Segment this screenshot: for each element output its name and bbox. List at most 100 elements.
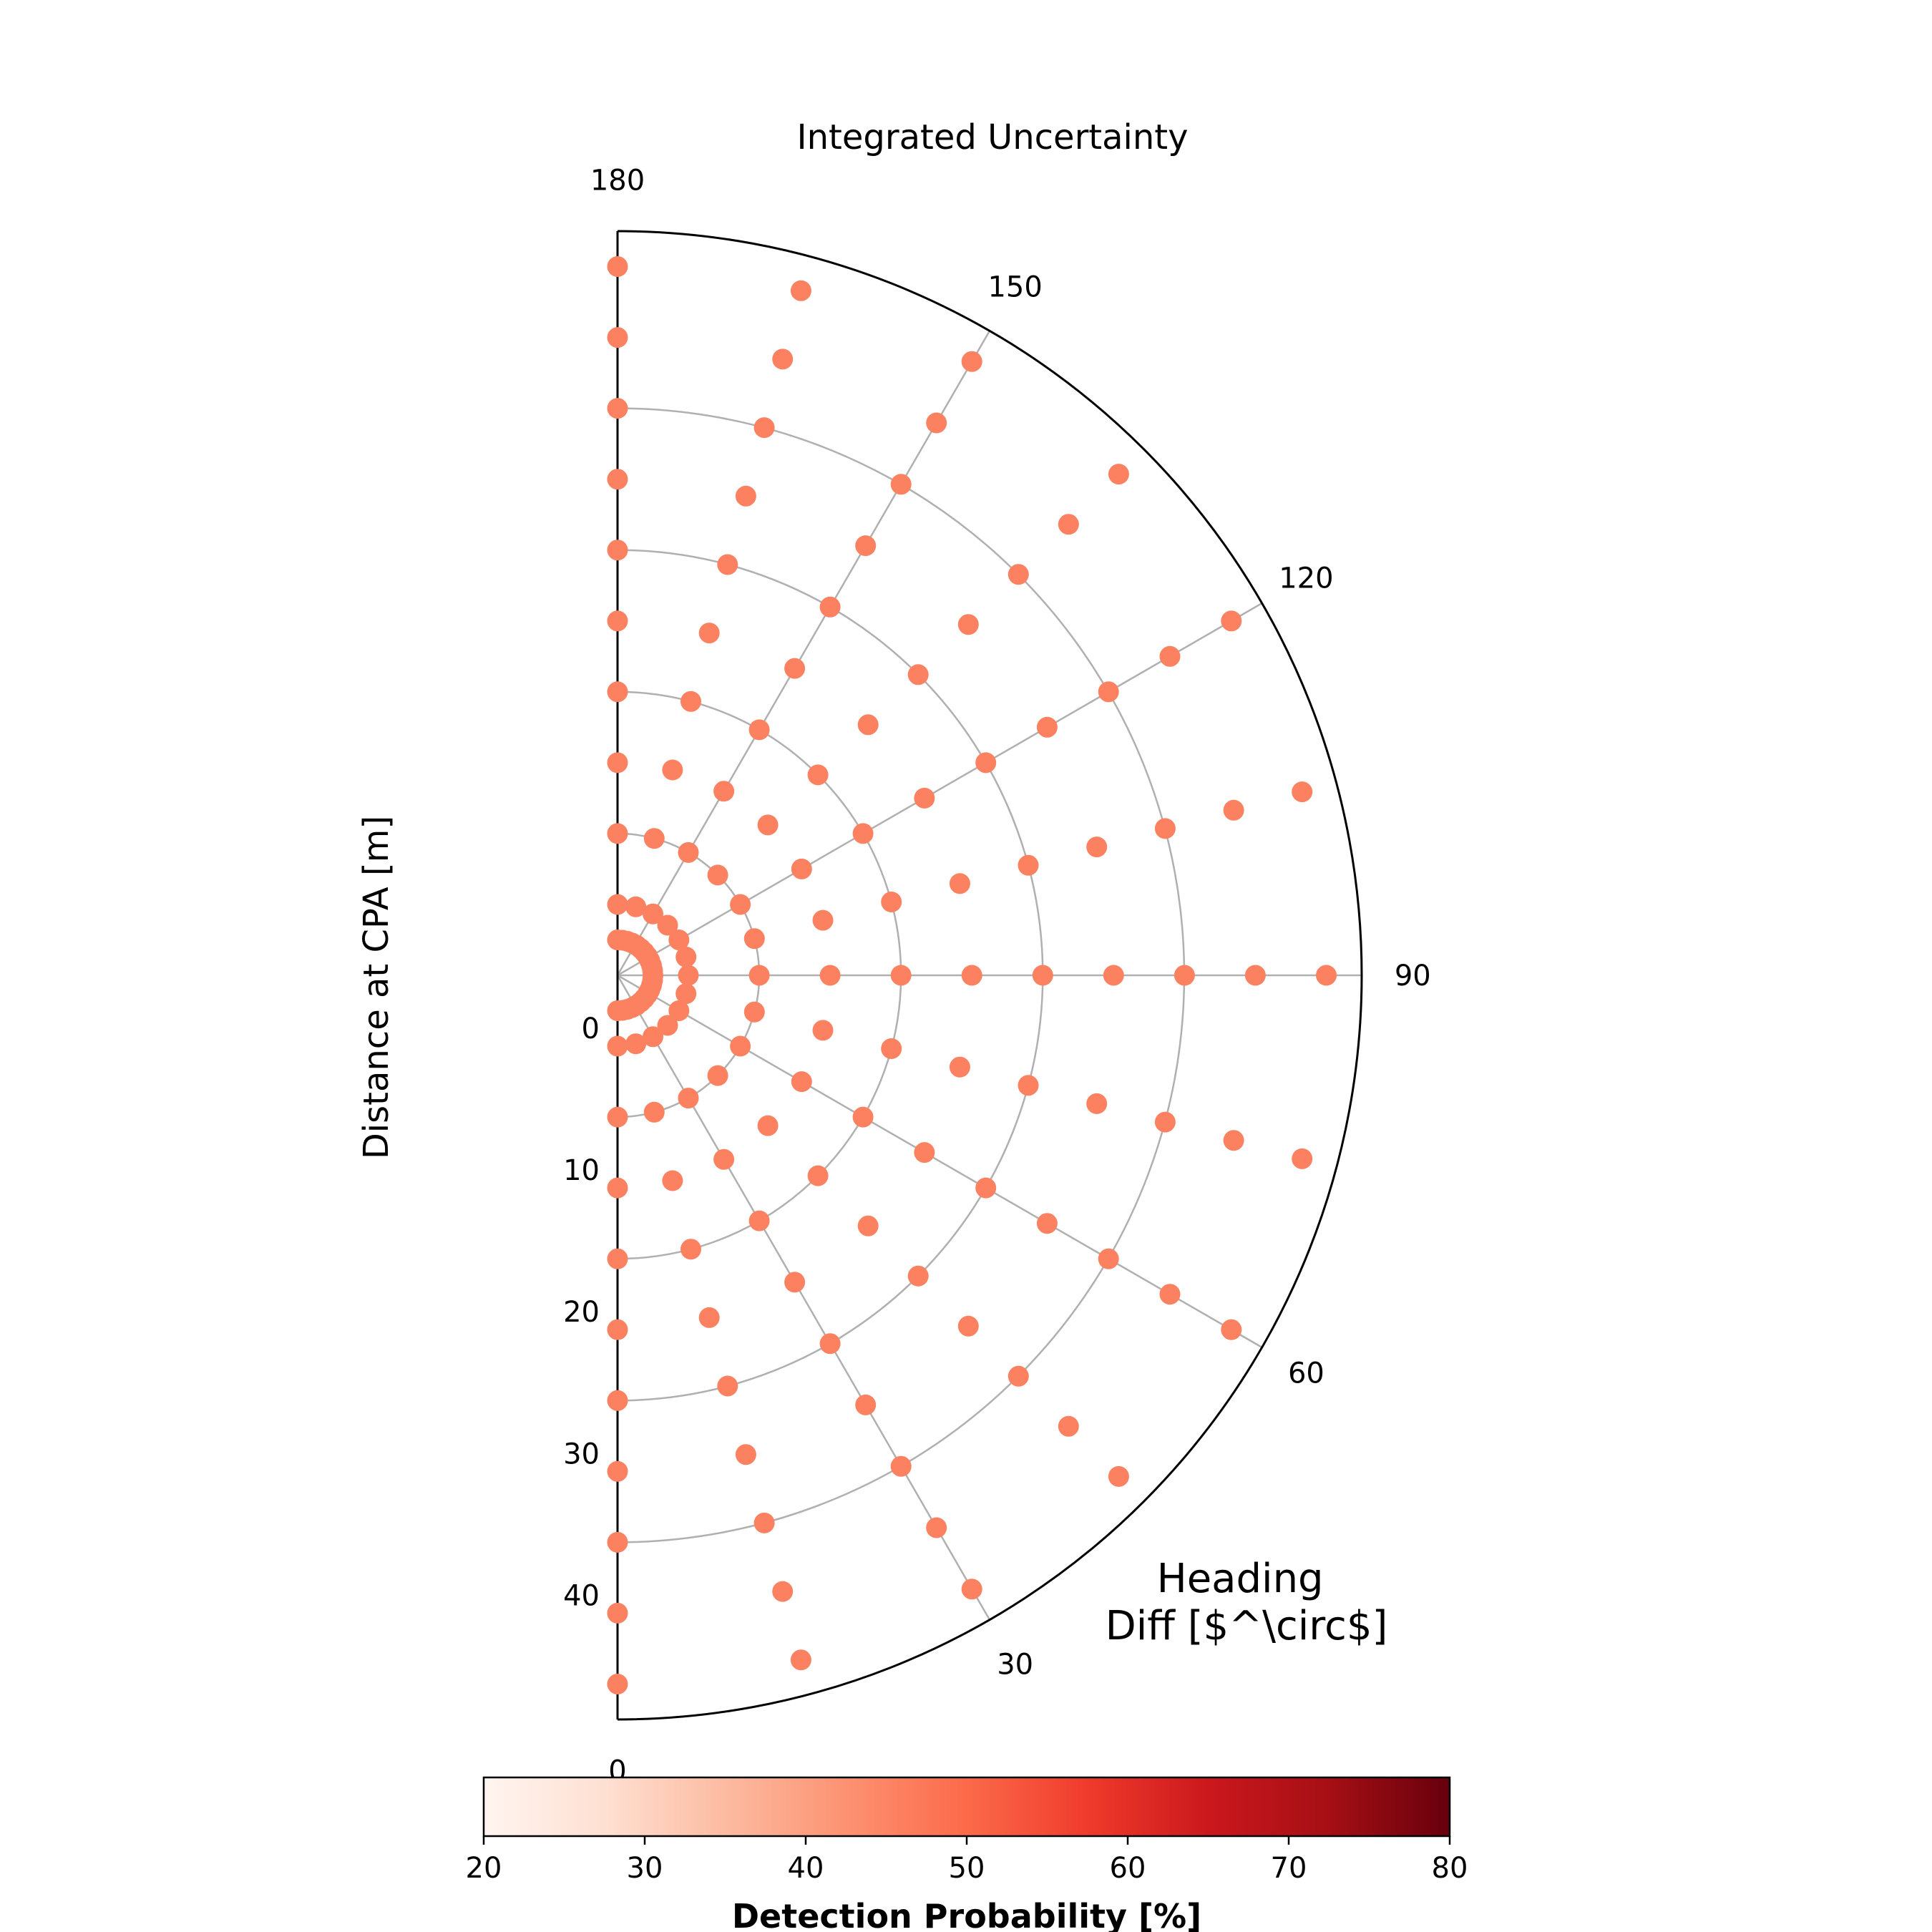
data-point <box>717 554 738 575</box>
data-point <box>807 764 829 786</box>
data-point <box>1108 464 1129 485</box>
data-point <box>975 1177 997 1199</box>
data-point <box>675 946 697 967</box>
data-point <box>1244 965 1266 986</box>
data-point <box>625 896 647 917</box>
data-point <box>1086 836 1108 858</box>
data-point <box>625 1033 647 1055</box>
data-point <box>1174 965 1195 986</box>
data-point <box>819 1333 841 1355</box>
data-point <box>713 781 735 802</box>
data-point <box>698 1307 720 1328</box>
data-point <box>857 1215 879 1236</box>
radial-tick-label-30: 30 <box>563 1438 600 1470</box>
data-point <box>680 1239 701 1260</box>
data-point <box>607 1390 628 1411</box>
data-point <box>657 914 678 936</box>
data-point <box>757 814 779 836</box>
radial-tick-label-20: 20 <box>563 1296 600 1329</box>
data-point <box>1221 1319 1242 1340</box>
angle-axis-label: Heading Diff [$^\circ$] <box>1106 1556 1388 1649</box>
data-point <box>890 965 912 986</box>
data-point <box>784 658 806 679</box>
data-point <box>668 930 690 950</box>
data-point <box>717 1375 738 1397</box>
angular-gridline-60 <box>617 974 1263 1349</box>
data-point <box>678 965 699 986</box>
data-point <box>949 873 970 894</box>
data-point <box>812 1020 834 1041</box>
radial-tick-label-40: 40 <box>563 1579 600 1612</box>
data-point <box>1098 1248 1119 1269</box>
data-point <box>607 1674 628 1694</box>
data-point <box>914 787 935 809</box>
data-point <box>643 1026 663 1048</box>
data-point <box>607 1319 628 1340</box>
data-point <box>926 1517 947 1538</box>
angular-gridline-150 <box>616 330 991 976</box>
data-point <box>907 664 929 686</box>
colorbar-tick-label-20: 20 <box>466 1852 502 1885</box>
colorbar-tick-label-40: 40 <box>788 1852 824 1885</box>
data-point <box>961 1579 982 1600</box>
data-point <box>961 351 982 372</box>
data-point <box>1058 1415 1079 1437</box>
data-point <box>643 1101 665 1123</box>
data-point <box>607 1035 628 1057</box>
data-point <box>607 823 628 844</box>
data-point <box>662 1170 683 1191</box>
data-point <box>753 417 775 439</box>
data-point <box>735 1444 756 1465</box>
data-point <box>607 1106 628 1128</box>
data-point <box>607 894 628 915</box>
angle-tick-label-30: 30 <box>997 1648 1033 1681</box>
data-point <box>678 841 699 863</box>
colorbar: 20 30 40 50 60 70 80 Detection Probability [%] <box>466 1776 1468 1932</box>
colorbar-gradient <box>482 1776 1451 1838</box>
data-point <box>662 759 683 781</box>
data-point <box>1159 645 1181 667</box>
chart-title: Integrated Uncertainty <box>796 117 1188 157</box>
data-point <box>907 1265 929 1287</box>
colorbar-ticks: 20 30 40 50 60 70 80 <box>466 1836 1468 1885</box>
data-point <box>1008 564 1029 585</box>
data-point <box>743 1001 765 1023</box>
data-point <box>748 1210 770 1231</box>
data-point <box>881 1038 902 1059</box>
radial-tick-labels: 0 10 20 30 40 <box>563 1013 600 1612</box>
colorbar-tick-label-70: 70 <box>1271 1852 1307 1885</box>
data-point <box>855 1394 877 1415</box>
data-point <box>607 1248 628 1269</box>
colorbar-tick-label-50: 50 <box>949 1852 985 1885</box>
data-point <box>607 1460 628 1482</box>
data-point <box>607 256 628 277</box>
data-point <box>807 1165 829 1186</box>
data-point <box>668 1000 690 1021</box>
data-point <box>1086 1093 1108 1114</box>
data-point <box>812 909 834 931</box>
data-point <box>852 823 874 844</box>
data-point <box>957 1315 979 1337</box>
data-point <box>1036 1213 1058 1234</box>
y-axis-label: Distance at CPA [m] <box>356 816 396 1159</box>
data-point <box>784 1272 806 1293</box>
data-point <box>730 894 751 915</box>
data-point <box>790 280 811 301</box>
data-point <box>1036 716 1058 738</box>
data-point <box>643 828 665 849</box>
data-point <box>607 930 628 950</box>
data-point <box>657 1015 678 1036</box>
data-point <box>772 348 794 370</box>
outer-arc <box>617 230 1363 1721</box>
data-point <box>707 1065 728 1086</box>
angle-axis-label-line-1: Heading <box>1157 1556 1324 1602</box>
data-point <box>707 864 728 886</box>
radial-tick-label-0: 0 <box>582 1013 600 1045</box>
data-point <box>791 858 812 879</box>
data-point <box>961 965 982 986</box>
angle-tick-label-90: 90 <box>1395 960 1431 992</box>
angular-gridline-120 <box>617 602 1263 977</box>
data-point <box>975 752 997 774</box>
angle-tick-label-150: 150 <box>987 271 1042 304</box>
